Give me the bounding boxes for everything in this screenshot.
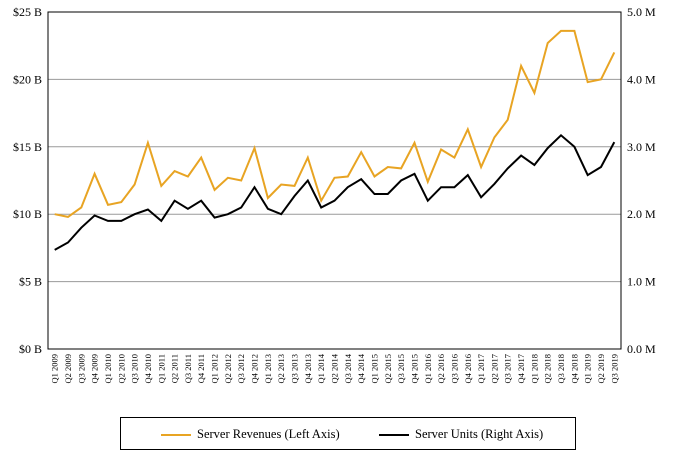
x-axis-tick-label: Q1 2016 <box>423 354 433 384</box>
x-axis-tick-label: Q1 2018 <box>529 354 539 384</box>
x-axis-tick-label: Q3 2015 <box>396 354 406 384</box>
x-axis-tick-label: Q2 2014 <box>330 353 340 383</box>
x-axis-tick-label: Q3 2013 <box>290 354 300 384</box>
legend-label-server-units: Server Units (Right Axis) <box>415 427 544 441</box>
series-line-server-revenues <box>54 29 616 218</box>
x-axis-tick-label: Q3 2018 <box>556 354 566 384</box>
x-axis-tick-label: Q2 2011 <box>170 354 180 383</box>
right-axis-tick-label: 3.0 M <box>627 140 656 154</box>
x-axis-tick-label: Q3 2014 <box>343 353 353 383</box>
x-axis-tick-label: Q2 2010 <box>116 354 126 384</box>
right-axis-tick-label: 1.0 M <box>627 275 656 289</box>
left-axis-tick-label: $15 B <box>13 140 42 154</box>
legend-label-server-revenues: Server Revenues (Left Axis) <box>197 427 340 441</box>
x-axis-tick-label: Q1 2014 <box>316 353 326 383</box>
x-axis-tick-label: Q4 2013 <box>303 354 313 384</box>
right-axis-tick-labels: 0.0 M 1.0 M 2.0 M 3.0 M 4.0 M 5.0 M <box>627 5 656 356</box>
x-axis-tick-label: Q4 2011 <box>196 354 206 383</box>
right-axis-tick-label: 0.0 M <box>627 342 656 356</box>
x-axis-tick-label: Q2 2017 <box>489 354 499 384</box>
x-axis-tick-label: Q3 2016 <box>449 354 459 384</box>
x-axis-tick-label: Q4 2015 <box>409 354 419 384</box>
series-line-server-units <box>54 133 616 251</box>
left-axis-tick-label: $25 B <box>13 5 42 19</box>
legend-item-server-revenues: Server Revenues (Left Axis) <box>161 427 340 442</box>
x-axis-tick-label: Q1 2011 <box>156 354 166 383</box>
x-axis-tick-label: Q4 2010 <box>143 354 153 384</box>
x-axis-tick-label: Q4 2017 <box>516 354 526 384</box>
plot-frame <box>47 11 622 350</box>
x-axis-tick-label: Q4 2009 <box>90 354 100 384</box>
x-axis-tick-label: Q2 2016 <box>436 354 446 384</box>
x-axis-tick-label: Q3 2011 <box>183 354 193 383</box>
right-axis-tick-label: 2.0 M <box>627 207 656 221</box>
x-axis-tick-label: Q3 2019 <box>609 354 619 384</box>
x-axis-tick-label: Q4 2016 <box>463 354 473 384</box>
left-axis-tick-label: $20 B <box>13 72 42 86</box>
x-axis-tick-label: Q2 2015 <box>383 354 393 384</box>
x-axis-tick-label: Q2 2018 <box>543 354 553 384</box>
line-chart: $0 B $5 B $10 B $15 B $20 B $25 B 0.0 M 1.0 M 2… <box>13 5 656 384</box>
gridlines <box>48 78 621 283</box>
left-axis-tick-label: $0 B <box>19 342 42 356</box>
x-axis-tick-label: Q2 2013 <box>276 354 286 384</box>
x-axis-tick-label: Q1 2010 <box>103 354 113 384</box>
legend-swatch-server-revenues <box>161 433 191 436</box>
left-axis-tick-label: $10 B <box>13 207 42 221</box>
x-axis-tick-label: Q4 2012 <box>250 354 260 384</box>
legend: Server Revenues (Left Axis) Server Units… <box>120 417 576 450</box>
x-axis-tick-label: Q4 2014 <box>356 353 366 383</box>
x-axis-tick-label: Q2 2012 <box>223 354 233 384</box>
x-axis-tick-label: Q2 2019 <box>596 354 606 384</box>
legend-swatch-server-units <box>379 433 409 436</box>
x-axis-tick-label: Q1 2012 <box>210 354 220 384</box>
x-axis-tick-label: Q1 2019 <box>583 354 593 384</box>
left-axis-tick-labels: $0 B $5 B $10 B $15 B $20 B $25 B <box>13 5 42 356</box>
series-lines <box>54 29 616 251</box>
x-axis-tick-labels: Q1 2009 Q2 2009 Q3 2009 Q4 2009 Q1 2010 Q2 20… <box>50 353 620 383</box>
x-axis-tick-label: Q3 2017 <box>503 354 513 384</box>
legend-item-server-units: Server Units (Right Axis) <box>379 427 543 442</box>
right-axis-tick-label: 4.0 M <box>627 72 656 86</box>
x-axis-tick-label: Q3 2012 <box>236 354 246 384</box>
x-axis-tick-label: Q3 2010 <box>130 354 140 384</box>
x-axis-tick-label: Q1 2009 <box>50 354 60 384</box>
x-axis-tick-label: Q1 2013 <box>263 354 273 384</box>
x-axis-tick-label: Q1 2017 <box>476 354 486 384</box>
right-axis-tick-label: 5.0 M <box>627 5 656 19</box>
x-axis-tick-label: Q4 2018 <box>569 354 579 384</box>
x-axis-tick-label: Q1 2015 <box>369 354 379 384</box>
left-axis-tick-label: $5 B <box>19 275 42 289</box>
x-axis-tick-label: Q3 2009 <box>76 354 86 384</box>
x-axis-tick-label: Q2 2009 <box>63 354 73 384</box>
